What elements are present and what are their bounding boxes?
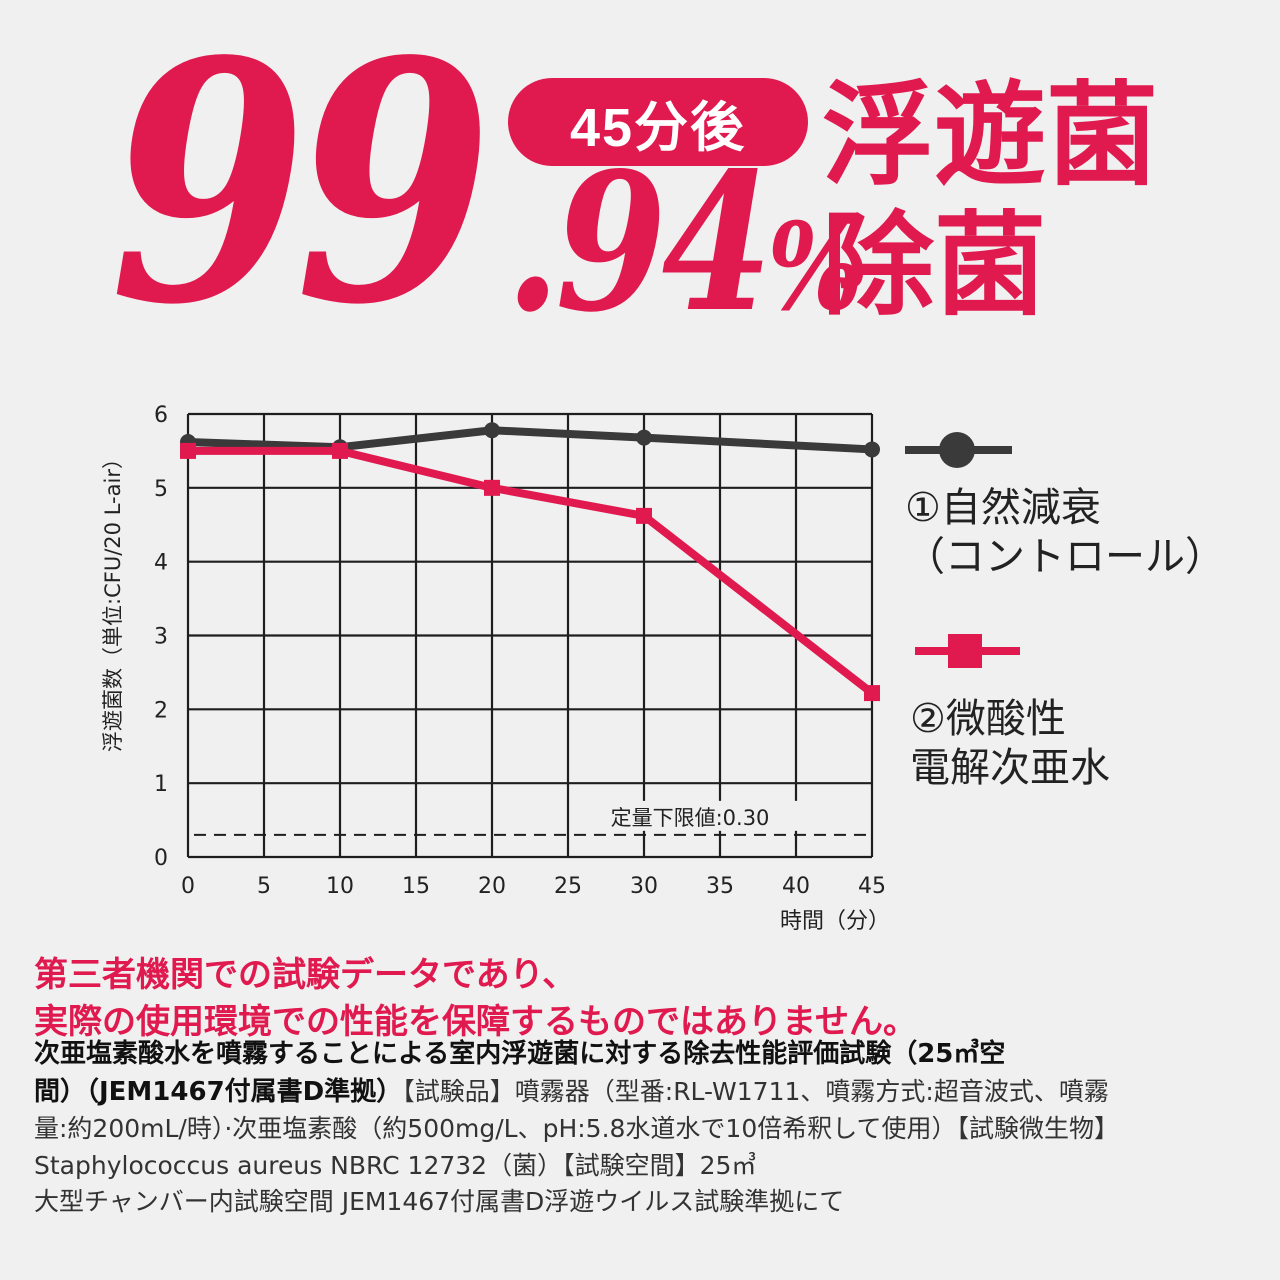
percent-decimal-text: .94 — [505, 131, 773, 354]
legend-control-line1: ①自然減衰 — [905, 485, 1101, 531]
x-tick-label-35: 35 — [706, 874, 734, 899]
x-tick-label-25: 25 — [554, 874, 582, 899]
legend-marker-control — [939, 432, 975, 468]
series-2-point-4 — [864, 685, 880, 702]
legend-treatment-line2: 電解次亜水 — [910, 744, 1110, 791]
headline-percent-integer: 99 — [110, 0, 493, 377]
x-tick-label-0: 0 — [181, 874, 195, 899]
x-tick-label-30: 30 — [630, 874, 658, 899]
series-2-point-2 — [484, 479, 500, 496]
legend-label-treatment: ②微酸性 電解次亜水 — [910, 695, 1110, 793]
claim-line-1: 浮遊菌 — [822, 71, 1158, 201]
series-1-point-3 — [636, 429, 652, 446]
reference-line-label: 定量下限値:0.30 — [611, 806, 770, 830]
reference-line-group: 定量下限値:0.30 — [194, 800, 866, 836]
y-tick-label-3: 3 — [154, 625, 168, 650]
x-tick-label-15: 15 — [402, 874, 430, 899]
disclaimer-line-1: 第三者機関での試験データであり、 — [34, 955, 577, 995]
legend-treatment-line1: ②微酸性 — [910, 696, 1066, 742]
percent-sign: % — [767, 197, 864, 338]
legend-control-line2: （コントロール） — [905, 533, 1225, 580]
series-2-point-3 — [636, 507, 652, 524]
series-1-point-2 — [484, 422, 500, 439]
x-tick-label-10: 10 — [326, 874, 354, 899]
y-tick-label-4: 4 — [154, 551, 168, 576]
disclaimer-line-2: 実際の使用環境での性能を保障するものではありません。 — [34, 1001, 917, 1042]
y-tick-label-2: 2 — [154, 698, 168, 723]
series-1-point-4 — [864, 441, 880, 458]
y-axis-label: 浮遊菌数（単位:CFU/20 L-air） — [101, 448, 125, 752]
legend-marker-treatment — [948, 634, 982, 668]
test-detail-a: 【試験品】噴霧器（型番:RL-W1711、噴霧方式:超音波式、噴霧 — [402, 1076, 1109, 1106]
claim-line-2: 除菌 — [822, 201, 1046, 331]
time-badge: 45分後 — [508, 78, 808, 166]
reference-label-bg — [572, 800, 800, 831]
y-tick-label-0: 0 — [154, 846, 168, 871]
test-details: 次亜塩素酸水を噴霧することによる室内浮遊菌に対する除去性能評価試験（25㎥空 間… — [34, 1036, 1260, 1220]
x-tick-label-20: 20 — [478, 874, 506, 899]
headline-percent-decimal: .94% — [505, 148, 864, 338]
series-2-point-1 — [332, 442, 348, 459]
test-detail-line-c: Staphylococcus aureus NBRC 12732（菌）【試験空間… — [34, 1150, 757, 1180]
test-title-line-1: 次亜塩素酸水を噴霧することによる室内浮遊菌に対する除去性能評価試験（25㎥空 — [34, 1039, 1006, 1069]
y-tick-label-6: 6 — [154, 403, 168, 428]
y-tick-label-5: 5 — [154, 477, 168, 502]
series-line-1 — [187, 426, 873, 454]
test-title-line-2: 間）（JEM1467付属書D準拠）【試験品】噴霧器（型番:RL-W1711、噴霧… — [34, 1074, 1260, 1112]
legend-label-control: ①自然減衰 （コントロール） — [905, 484, 1225, 582]
x-axis-label: 時間（分） — [780, 909, 890, 934]
series-group — [180, 422, 880, 702]
x-tick-label-5: 5 — [257, 874, 271, 899]
disclaimer: 第三者機関での試験データであり、 実際の使用環境での性能を保障するものではありま… — [34, 952, 917, 1046]
test-detail-line-d: 大型チャンバー内試験空間 JEM1467付属書D浮遊ウイルス試験準拠にて — [34, 1186, 845, 1216]
series-2-point-0 — [180, 442, 196, 459]
test-detail-line-b: 量:約200mL/時）·次亜塩素酸（約500mg/L、pH:5.8水道水で10倍… — [34, 1114, 1119, 1144]
legend-marks — [905, 432, 1020, 668]
chart-grid — [186, 412, 874, 859]
test-title-standard: 間）（JEM1467付属書D準拠） — [34, 1076, 403, 1107]
y-tick-label-1: 1 — [154, 772, 168, 797]
x-tick-label-40: 40 — [782, 874, 810, 899]
x-tick-label-45: 45 — [858, 874, 886, 899]
